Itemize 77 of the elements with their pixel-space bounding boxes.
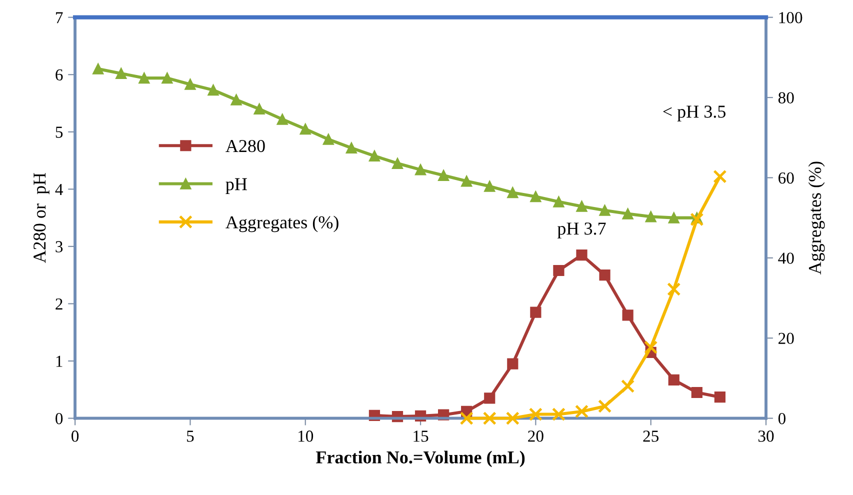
point	[460, 411, 474, 426]
point	[598, 399, 612, 414]
y-tick-label: 0	[56, 412, 63, 424]
point	[599, 204, 610, 216]
point	[230, 94, 242, 106]
x-tick-label: 30	[758, 430, 774, 442]
point	[645, 211, 656, 222]
point	[599, 270, 610, 281]
point	[461, 176, 472, 187]
point	[576, 200, 588, 212]
point	[322, 134, 334, 145]
point	[346, 142, 357, 154]
point	[553, 196, 564, 208]
point	[530, 306, 542, 318]
x-tick-label: 25	[643, 430, 659, 442]
point	[438, 170, 450, 181]
x-tick-label: 15	[414, 430, 428, 442]
point	[622, 208, 634, 220]
point	[622, 310, 634, 321]
point	[621, 379, 635, 394]
point	[644, 340, 658, 354]
y2-tick-label: 100	[779, 12, 802, 24]
legend-label: A280	[226, 140, 265, 152]
x-axis-title: Fraction No.=Volume (mL)	[316, 450, 525, 468]
point	[668, 212, 680, 224]
point	[484, 180, 496, 192]
x-tick-label: 20	[528, 430, 544, 442]
y2-axis-title: Aggregates (%)	[808, 162, 825, 275]
y2-tick-label: 40	[778, 252, 794, 264]
point	[208, 84, 219, 96]
point	[482, 411, 496, 426]
x-tick-label: 10	[298, 430, 314, 442]
y-tick-label: 2	[56, 298, 62, 310]
y2-tick-label: 20	[778, 332, 794, 344]
y2-tick-label: 80	[778, 92, 794, 104]
y2-tick-label: 0	[778, 412, 786, 424]
y-axis-title: A280 or pH	[34, 172, 50, 264]
point	[507, 358, 518, 370]
legend-label: pH	[226, 178, 247, 194]
point	[184, 78, 196, 90]
y-tick-label: 7	[56, 12, 63, 24]
point	[553, 264, 564, 276]
legend-label: Aggregates (%)	[226, 216, 338, 232]
x-tick-label: 0	[72, 430, 79, 442]
y-tick-label: 4	[55, 184, 63, 195]
point	[574, 404, 589, 418]
point	[528, 407, 542, 422]
point	[484, 392, 496, 404]
point	[368, 150, 380, 162]
y-tick-label: 1	[56, 356, 62, 367]
point	[714, 392, 726, 403]
point	[254, 103, 265, 115]
y-tick-label: 6	[56, 69, 63, 81]
point	[507, 187, 518, 198]
point	[552, 407, 566, 422]
point	[392, 158, 404, 169]
point	[691, 386, 702, 398]
annotation: < pH 3.5	[663, 106, 726, 122]
point	[92, 63, 104, 74]
annotation: pH 3.7	[557, 222, 606, 238]
x-tick-label: 5	[187, 430, 194, 442]
y2-tick-label: 60	[778, 172, 794, 184]
point	[138, 72, 150, 84]
point	[276, 114, 288, 125]
point	[668, 374, 680, 386]
point	[690, 212, 704, 226]
point	[667, 282, 681, 296]
point	[506, 411, 520, 426]
point	[414, 164, 426, 176]
point	[713, 170, 727, 184]
point	[530, 191, 542, 202]
y-tick-label: 3	[56, 241, 63, 252]
y-tick-label: 5	[56, 126, 63, 138]
point	[300, 123, 311, 135]
point	[576, 249, 588, 261]
point	[162, 72, 173, 84]
point	[116, 68, 127, 80]
